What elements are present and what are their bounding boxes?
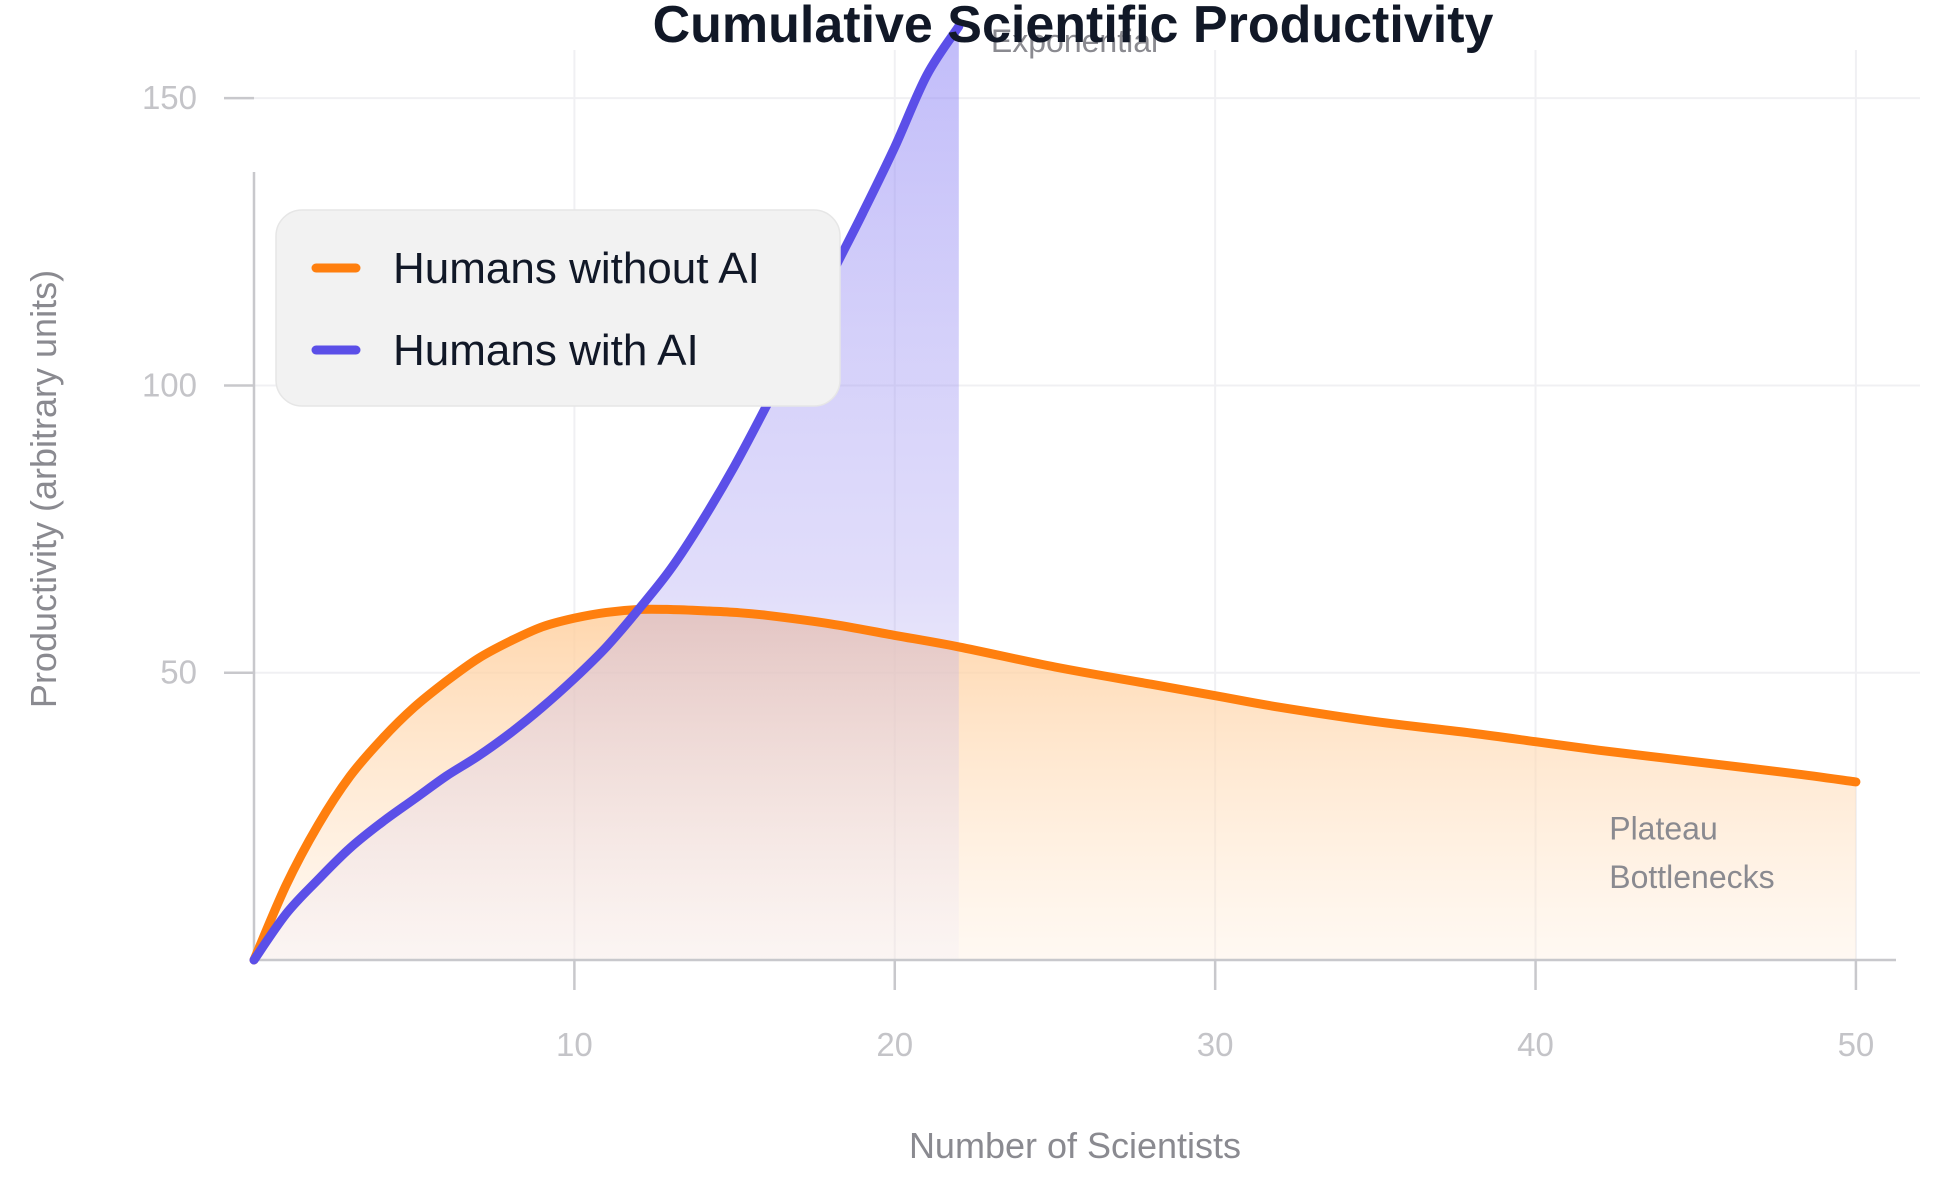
- y-tick-label: 100: [142, 366, 197, 403]
- area-layer: [254, 26, 1856, 960]
- legend: Humans without AI Humans with AI: [275, 209, 841, 407]
- legend-label-humans-with-ai: Humans with AI: [393, 326, 699, 375]
- annotation-exponential: Exponential: [991, 23, 1158, 59]
- x-tick-label: 30: [1197, 1026, 1234, 1063]
- x-axis-label: Number of Scientists: [909, 1125, 1241, 1166]
- line-humans-without-ai: [249, 604, 1861, 965]
- axis-layer: [224, 96, 1896, 990]
- y-tick-label: 50: [160, 654, 197, 691]
- legend-box: [275, 209, 841, 407]
- x-tick-label: 40: [1517, 1026, 1554, 1063]
- x-tick-label: 50: [1838, 1026, 1875, 1063]
- area-humans-with-ai: [254, 26, 959, 960]
- label-layer: 10 20 30 40 50 50 100 150 Exponential Plateau Bott…: [142, 23, 1874, 1063]
- line-layer: [249, 21, 1861, 965]
- x-tick-label: 10: [556, 1026, 593, 1063]
- legend-label-humans-without-ai: Humans without AI: [393, 244, 760, 293]
- chart-title: Cumulative Scientific Productivity: [653, 0, 1494, 54]
- x-tick-label: 20: [876, 1026, 913, 1063]
- line-humans-with-ai: [249, 21, 964, 965]
- y-axis-label: Productivity (arbitrary units): [23, 270, 64, 708]
- y-tick-label: 150: [142, 79, 197, 116]
- annotation-bottlenecks: Bottlenecks: [1609, 859, 1774, 895]
- annotation-plateau: Plateau: [1609, 810, 1718, 846]
